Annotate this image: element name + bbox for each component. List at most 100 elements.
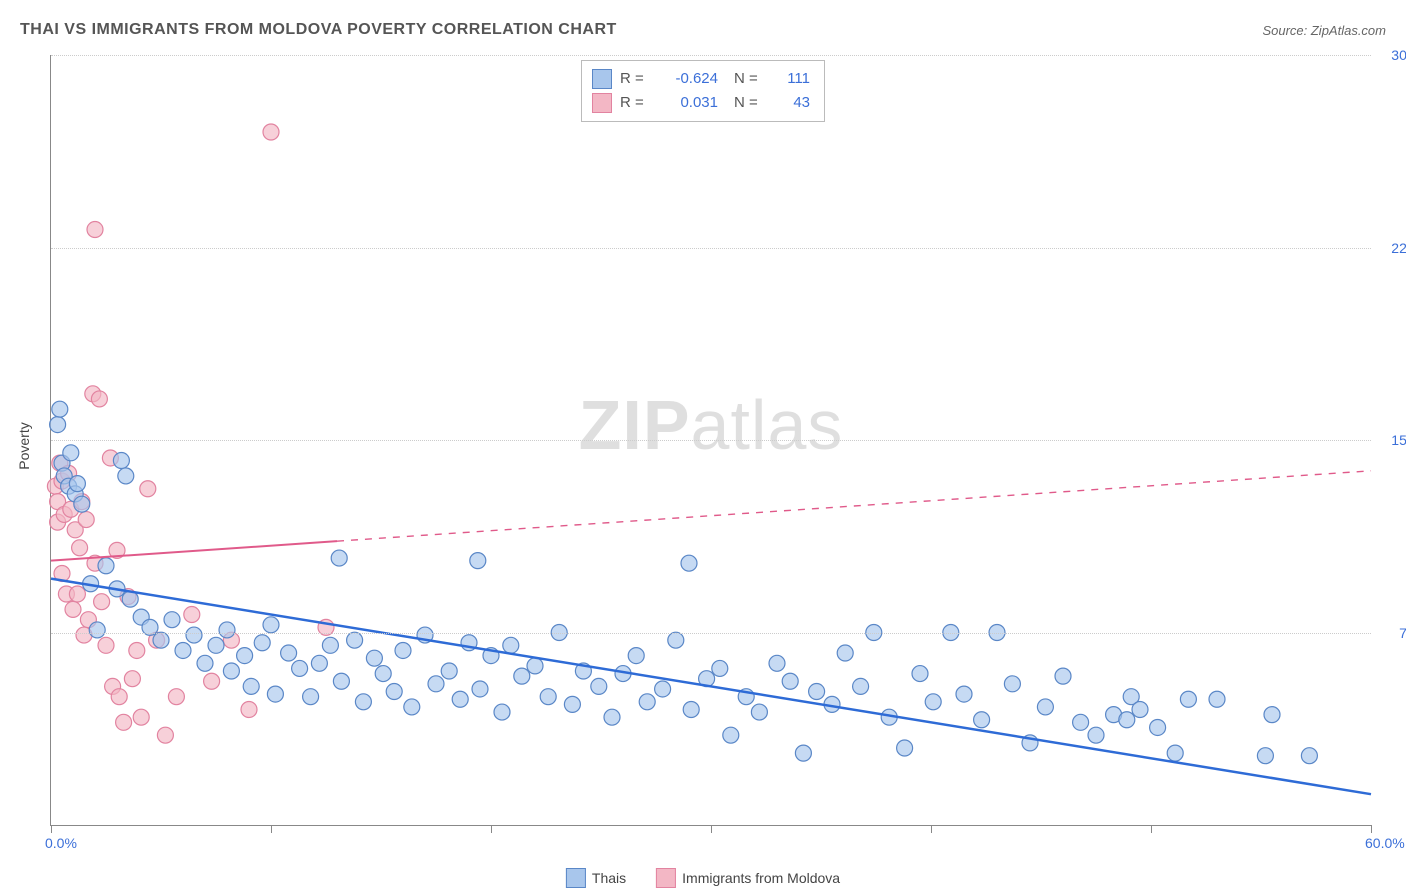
data-point [668, 632, 684, 648]
data-point [1073, 714, 1089, 730]
data-point [184, 607, 200, 623]
data-point [72, 540, 88, 556]
source-link[interactable]: ZipAtlas.com [1311, 23, 1386, 38]
trend-line [51, 541, 337, 560]
source-label: Source: [1262, 23, 1310, 38]
header-row: THAI VS IMMIGRANTS FROM MOLDOVA POVERTY … [20, 18, 1386, 42]
data-point [124, 671, 140, 687]
legend-r-value: 0.031 [656, 91, 718, 115]
data-point [604, 709, 620, 725]
data-point [494, 704, 510, 720]
data-point [366, 650, 382, 666]
data-point [723, 727, 739, 743]
data-point [956, 686, 972, 702]
legend-n-label: N = [734, 67, 762, 91]
y-tick-label: 30.0% [1391, 47, 1406, 63]
data-point [50, 417, 66, 433]
data-point [69, 476, 85, 492]
data-point [263, 124, 279, 140]
data-point [925, 694, 941, 710]
data-point [322, 637, 338, 653]
data-point [639, 694, 655, 710]
y-tick-label: 7.5% [1399, 625, 1406, 641]
legend-swatch [592, 69, 612, 89]
data-point [65, 601, 81, 617]
data-point [897, 740, 913, 756]
data-point [795, 745, 811, 761]
data-point [428, 676, 444, 692]
data-point [129, 642, 145, 658]
legend-label: Immigrants from Moldova [682, 870, 840, 886]
legend-swatch [566, 868, 586, 888]
y-tick-label: 15.0% [1391, 432, 1406, 448]
data-point [974, 712, 990, 728]
data-point [503, 637, 519, 653]
data-point [1037, 699, 1053, 715]
series-legend: Thais Immigrants from Moldova [566, 868, 840, 888]
x-tick [51, 825, 52, 833]
x-tick [1371, 825, 1372, 833]
legend-row: R =-0.624N =111 [592, 67, 810, 91]
chart-title: THAI VS IMMIGRANTS FROM MOLDOVA POVERTY … [20, 21, 617, 39]
data-point [63, 445, 79, 461]
legend-swatch [592, 93, 612, 113]
legend-n-value: 111 [770, 67, 810, 91]
x-tick [931, 825, 932, 833]
data-point [837, 645, 853, 661]
legend-swatch [656, 868, 676, 888]
data-point [98, 558, 114, 574]
data-point [292, 660, 308, 676]
legend-n-value: 43 [770, 91, 810, 115]
data-point [267, 686, 283, 702]
data-point [94, 594, 110, 610]
trend-line-extrapolated [337, 471, 1371, 541]
data-point [395, 642, 411, 658]
data-point [1119, 712, 1135, 728]
data-point [1209, 691, 1225, 707]
data-point [118, 468, 134, 484]
grid-line [51, 248, 1371, 249]
grid-line [51, 633, 1371, 634]
data-point [912, 666, 928, 682]
correlation-legend: R =-0.624N =111R =0.031N =43 [581, 60, 825, 122]
data-point [87, 222, 103, 238]
legend-r-label: R = [620, 67, 648, 91]
legend-label: Thais [592, 870, 626, 886]
data-point [204, 673, 220, 689]
legend-r-label: R = [620, 91, 648, 115]
data-point [243, 678, 259, 694]
data-point [241, 702, 257, 718]
data-point [681, 555, 697, 571]
data-point [263, 617, 279, 633]
data-point [116, 714, 132, 730]
data-point [52, 401, 68, 417]
data-point [591, 678, 607, 694]
data-point [712, 660, 728, 676]
data-point [186, 627, 202, 643]
grid-line [51, 55, 1371, 56]
data-point [470, 553, 486, 569]
data-point [237, 648, 253, 664]
x-tick [711, 825, 712, 833]
data-point [347, 632, 363, 648]
data-point [219, 622, 235, 638]
data-point [355, 694, 371, 710]
data-point [472, 681, 488, 697]
data-point [254, 635, 270, 651]
data-point [89, 622, 105, 638]
data-point [1088, 727, 1104, 743]
chart-page: THAI VS IMMIGRANTS FROM MOLDOVA POVERTY … [0, 0, 1406, 892]
data-point [1132, 702, 1148, 718]
data-point [74, 496, 90, 512]
x-tick [271, 825, 272, 833]
data-point [769, 655, 785, 671]
data-point [564, 696, 580, 712]
data-point [514, 668, 530, 684]
data-point [628, 648, 644, 664]
data-point [303, 689, 319, 705]
legend-n-label: N = [734, 91, 762, 115]
data-point [1150, 719, 1166, 735]
data-point [386, 684, 402, 700]
legend-item: Immigrants from Moldova [656, 868, 840, 888]
x-tick [491, 825, 492, 833]
